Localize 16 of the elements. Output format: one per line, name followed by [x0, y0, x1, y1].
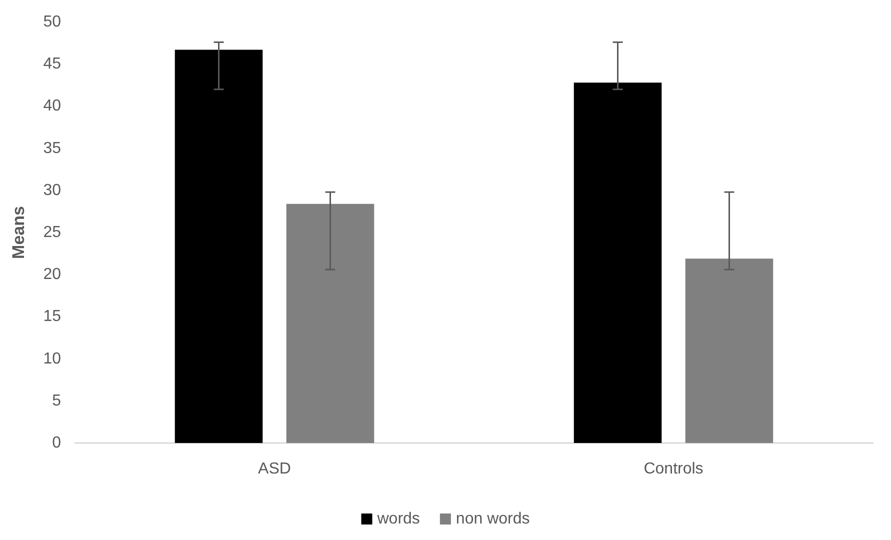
- y-tick-label: 45: [43, 56, 62, 73]
- y-tick-label: 25: [43, 224, 62, 241]
- x-tick-label: ASD: [258, 460, 291, 478]
- legend-label: non words: [456, 510, 530, 528]
- y-tick-label: 50: [43, 14, 62, 30]
- y-tick-label: 10: [43, 350, 62, 368]
- legend-label: words: [376, 510, 420, 528]
- y-tick-label: 5: [52, 392, 62, 410]
- y-axis-title: Means: [9, 206, 28, 259]
- y-tick-label: 15: [43, 308, 62, 326]
- y-tick-label: 40: [43, 98, 62, 115]
- y-tick-label: 35: [43, 140, 62, 157]
- y-tick-label: 20: [43, 266, 62, 284]
- x-tick-label: Controls: [644, 460, 704, 478]
- y-tick-label: 30: [43, 182, 62, 199]
- y-tick-label: 0: [52, 434, 62, 452]
